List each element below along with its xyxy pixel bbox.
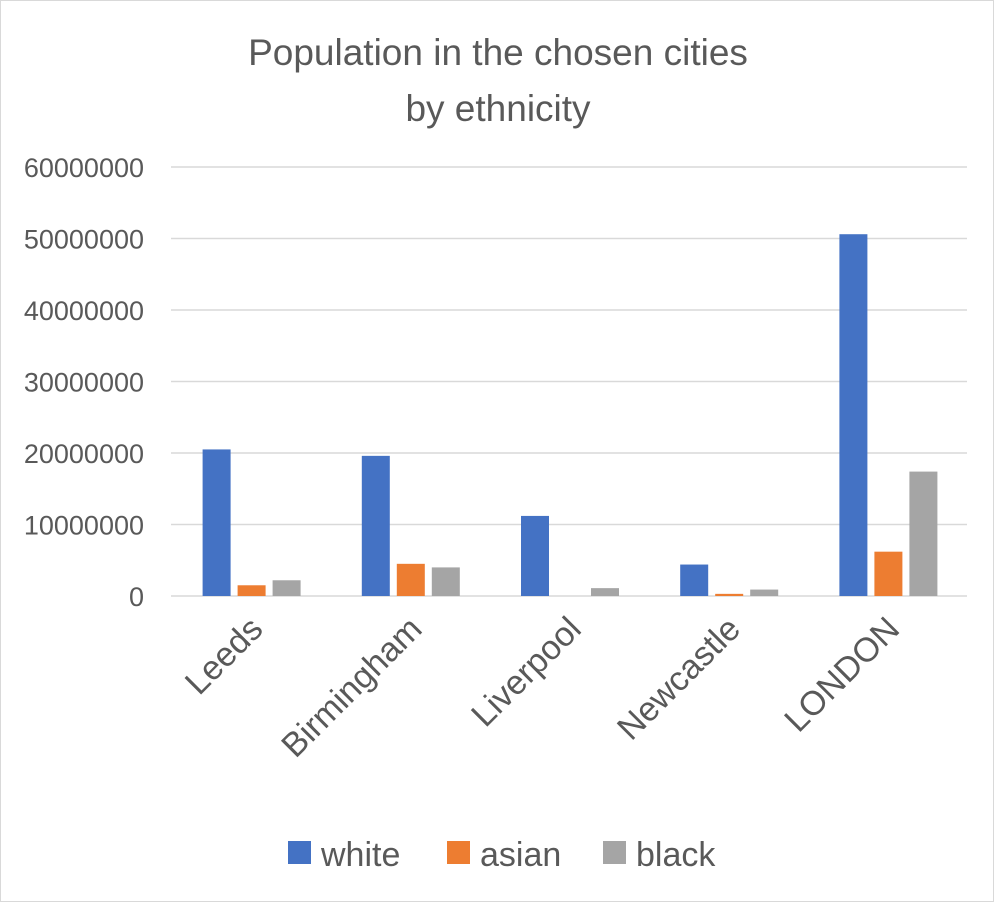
y-tick-label: 50000000 [24,225,144,255]
bar-asian-london [874,551,903,596]
x-category-label: Liverpool [464,610,588,734]
chart-title-line-1: Population in the chosen cities [248,32,748,73]
y-tick-label: 20000000 [24,439,144,469]
bar-black-birmingham [431,567,460,596]
y-tick-label: 0 [129,582,144,612]
legend-label-white: white [320,836,400,874]
legend-swatch-white [288,841,311,864]
bar-asian-birmingham [396,563,425,596]
bar-black-leeds [272,580,301,596]
x-axis-category-labels: Leeds Birmingham Liverpool Newcastle LONDON [178,610,907,765]
legend-swatch-asian [447,841,470,864]
bar-asian-newcastle [715,593,744,596]
bars [202,234,938,596]
x-category-label: Leeds [178,610,270,702]
bar-white-leeds [202,449,231,596]
bar-black-liverpool [591,588,619,596]
x-category-label: Newcastle [610,610,748,748]
x-category-label: Birmingham [274,610,429,765]
legend-label-black: black [636,836,716,874]
bar-black-newcastle [750,589,779,596]
y-tick-label: 30000000 [24,368,144,398]
bar-white-newcastle [680,564,709,596]
bar-white-london [839,234,868,596]
legend: white asian black [288,836,716,874]
bar-black-london [909,471,938,596]
gridlines [171,166,967,597]
y-axis-tick-labels: 0 10000000 20000000 30000000 40000000 5000000… [24,153,144,612]
x-category-label: LONDON [777,610,907,740]
chart-title-line-2: by ethnicity [405,88,591,129]
y-tick-label: 60000000 [24,153,144,183]
legend-label-asian: asian [480,836,561,874]
y-tick-label: 40000000 [24,296,144,326]
bar-white-birmingham [361,455,390,596]
bar-white-liverpool [521,515,549,596]
bar-asian-leeds [237,585,266,596]
y-tick-label: 10000000 [24,511,144,541]
legend-swatch-black [603,841,626,864]
